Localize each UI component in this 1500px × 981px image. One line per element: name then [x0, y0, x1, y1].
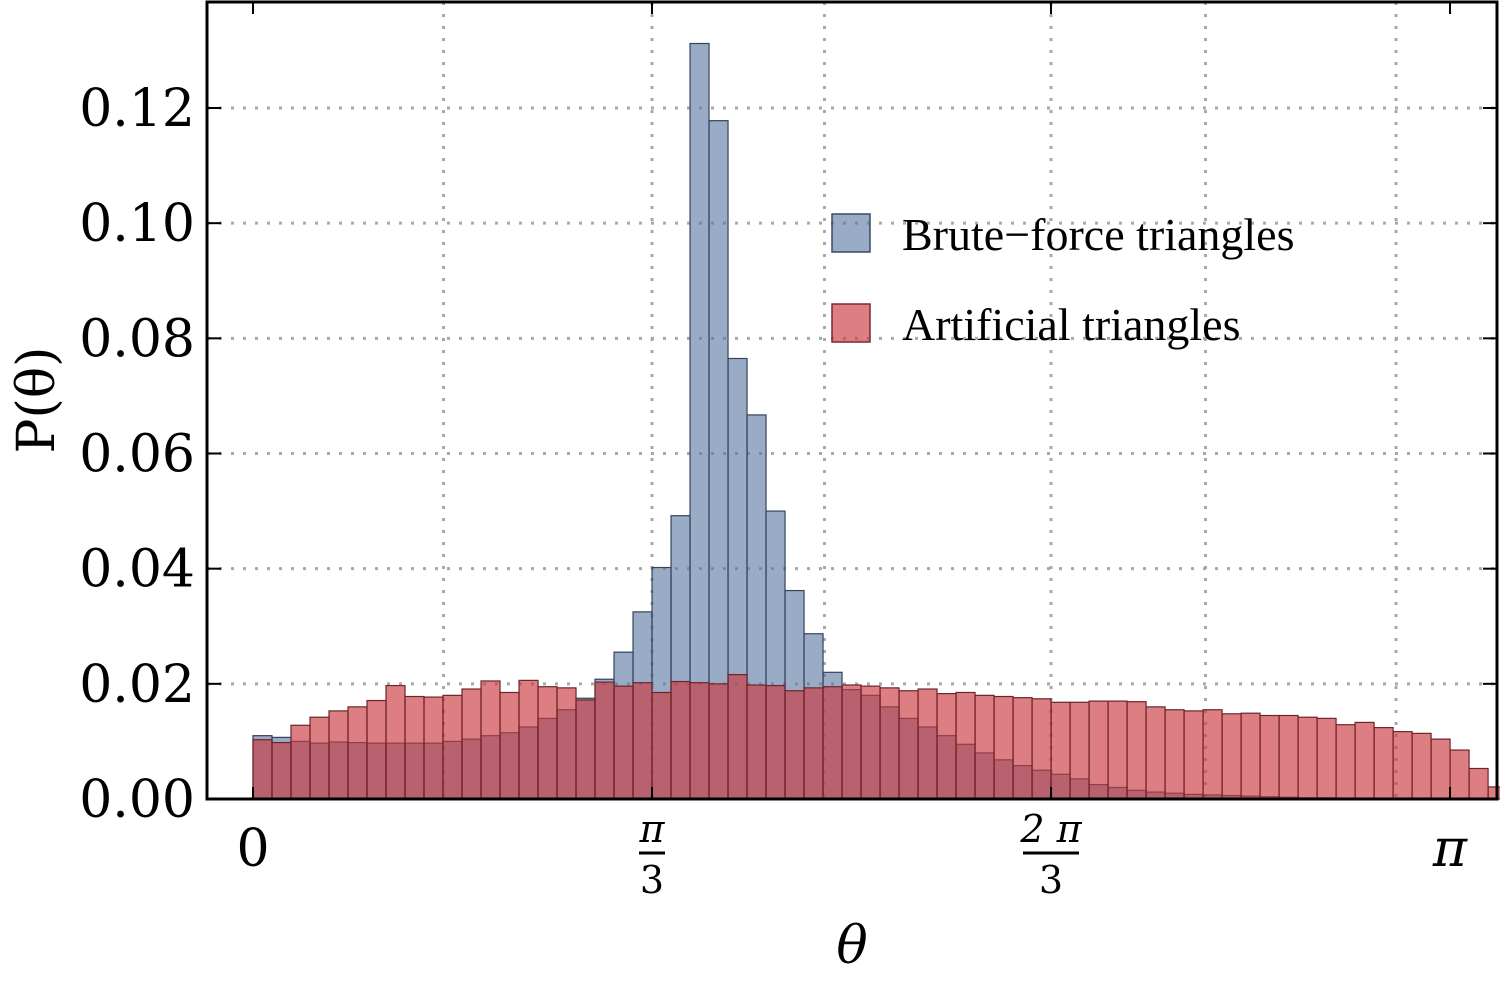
x-tick-label-denominator: 3 [640, 858, 664, 902]
bar-artificial [1012, 697, 1033, 800]
bar-artificial [841, 684, 862, 800]
bar-artificial [1392, 731, 1413, 800]
bar-artificial [461, 688, 482, 800]
bar-artificial [1240, 712, 1261, 800]
bar-artificial [746, 684, 767, 800]
bar-artificial [1069, 701, 1090, 800]
bar-artificial [499, 691, 520, 800]
y-tick-label: 0.04 [79, 540, 195, 600]
bar-artificial [1297, 716, 1318, 800]
plot-frame [205, 0, 1499, 801]
bar-artificial [936, 693, 957, 800]
bar-artificial [651, 691, 672, 800]
y-tick-label: 0.12 [79, 79, 195, 139]
bar-artificial [1164, 709, 1185, 800]
bar-artificial [1278, 714, 1299, 800]
bar-artificial [898, 690, 919, 800]
bar-artificial [784, 690, 805, 800]
bar-artificial [955, 691, 976, 800]
bar-artificial [1430, 738, 1451, 800]
x-tick-label: π [1432, 819, 1468, 879]
bar-artificial [347, 706, 368, 800]
bar-artificial [404, 695, 425, 800]
bar-artificial [480, 680, 501, 800]
bar-artificial [290, 724, 311, 800]
grid-lines [207, 2, 1497, 799]
bar-artificial [860, 685, 881, 800]
bar-artificial [1088, 700, 1109, 800]
bar-artificial [1373, 726, 1394, 800]
y-tick-label: 0.02 [79, 655, 195, 715]
y-tick-label: 0.10 [79, 194, 195, 254]
bar-artificial [1050, 701, 1071, 800]
bar-artificial [594, 681, 615, 800]
bar-artificial [1145, 706, 1166, 800]
x-tick-label-denominator: 3 [1039, 858, 1063, 902]
legend-swatch-brute-force [831, 213, 871, 253]
y-tick-label: 0.00 [79, 770, 195, 830]
bar-artificial [879, 687, 900, 800]
axis-ticks [207, 2, 1497, 800]
bar-artificial [689, 682, 710, 800]
x-tick-label-numerator: 2 π [1019, 807, 1082, 851]
bar-artificial [309, 716, 330, 800]
bar-artificial [708, 683, 729, 800]
legend-label-brute-force: Brute−force triangles [902, 209, 1295, 260]
bar-artificial [1468, 767, 1489, 800]
bar-artificial [1221, 713, 1242, 800]
bar-artificial [803, 687, 824, 800]
bar-artificial [1316, 717, 1337, 800]
x-axis-title: θ [836, 916, 867, 976]
bar-artificial [670, 680, 691, 800]
bar-artificial [1183, 710, 1204, 800]
brute-force-bars [252, 42, 1413, 800]
y-tick-labels: 0.00 0.02 0.04 0.06 0.08 0.10 0.12 [79, 79, 195, 830]
y-tick-label: 0.08 [79, 309, 195, 369]
bar-artificial [822, 686, 843, 800]
bar-artificial [366, 699, 387, 800]
bar-artificial [556, 687, 577, 800]
bar-artificial [1031, 698, 1052, 800]
bar-artificial [1335, 724, 1356, 800]
x-tick-label: 0 [236, 819, 269, 879]
bar-artificial [271, 741, 292, 800]
bar-artificial [385, 684, 406, 800]
bar-artificial [1259, 714, 1280, 800]
artificial-bars [252, 674, 1500, 800]
x-tick-label-numerator: π [639, 807, 666, 851]
y-tick-label: 0.06 [79, 425, 195, 485]
bar-artificial [1354, 721, 1375, 800]
legend-swatch-artificial [831, 303, 871, 343]
bar-artificial [328, 710, 349, 800]
bar-artificial [442, 694, 463, 800]
y-axis-title: P(θ) [7, 347, 67, 454]
bar-artificial [537, 686, 558, 800]
bar-artificial [1449, 749, 1470, 800]
bar-artificial [765, 684, 786, 800]
legend-label-artificial: Artificial triangles [902, 299, 1241, 350]
bar-artificial [917, 688, 938, 800]
legend: Brute−force triangles Artificial triangl… [831, 209, 1295, 350]
bar-artificial [1107, 700, 1128, 800]
bar-artificial [1202, 709, 1223, 800]
bar-artificial [993, 695, 1014, 800]
bar-artificial [518, 679, 539, 800]
bar-artificial [575, 699, 596, 800]
bar-artificial [632, 682, 653, 800]
bar-artificial [423, 696, 444, 800]
bar-artificial [252, 739, 273, 800]
bar-artificial [613, 685, 634, 800]
bar-artificial [727, 674, 748, 800]
bar-artificial [1126, 701, 1147, 800]
bar-artificial [974, 694, 995, 800]
x-tick-labels: 0 π 3 2 π 3 π [236, 807, 1467, 902]
bar-artificial [1411, 732, 1432, 800]
